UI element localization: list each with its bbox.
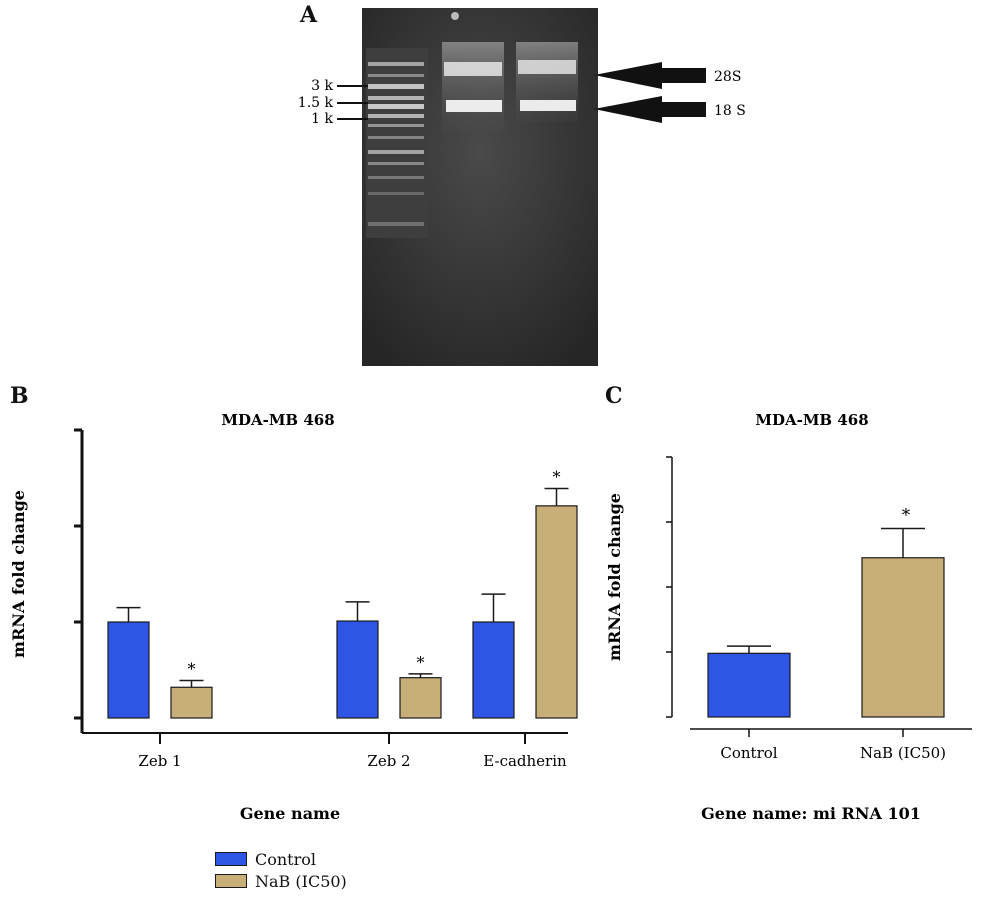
legend-label-nab: NaB (IC50) [255, 871, 347, 891]
ladder-label-1k: 1 k [311, 111, 333, 127]
gel-figure: 3 k 1.5 k 1 k 28S 18 S [298, 8, 746, 366]
arrow-18s [594, 96, 706, 123]
chart-b-title: MDA-MB 468 [221, 411, 334, 429]
chart-b: MDA-MB 468 mRNA fold change * Zeb 1 * Zeb 2 * E… [9, 411, 578, 823]
chart-b-bar [472, 621, 515, 719]
chart-c-bar [707, 652, 791, 718]
band-label-18s: 18 S [714, 103, 746, 119]
chart-b-bar [170, 686, 213, 719]
legend: Control NaB (IC50) [215, 848, 347, 892]
chart-c-title: MDA-MB 468 [755, 411, 868, 429]
chart-b-bar [107, 621, 150, 719]
chart-b-bar [336, 620, 379, 719]
chart-c-xlabel: Gene name: mi RNA 101 [701, 804, 921, 823]
legend-item-nab: NaB (IC50) [215, 870, 347, 892]
sample-lane-2 [516, 42, 578, 122]
sample-lane-1 [442, 42, 504, 132]
chart-c-significance-mark: * [902, 506, 911, 526]
chart-b-significance-mark: * [553, 468, 561, 487]
ladder-label-1-5k: 1.5 k [298, 95, 334, 111]
chart-c-bar [861, 557, 945, 718]
legend-item-control: Control [215, 848, 347, 870]
band-arrows: 28S 18 S [594, 62, 746, 123]
legend-label-control: Control [255, 849, 317, 869]
chart-c-ylabel: mRNA fold change [605, 493, 624, 661]
panel-label-a: A [300, 2, 318, 28]
ladder-markers: 3 k 1.5 k 1 k [298, 78, 368, 127]
chart-b-category-label: Zeb 1 [138, 752, 181, 770]
chart-b-category-label: Zeb 2 [367, 752, 410, 770]
chart-b-significance-mark: * [188, 660, 196, 679]
panel-label-c: C [605, 383, 623, 409]
chart-b-xlabel: Gene name [240, 804, 340, 823]
chart-c: MDA-MB 468 mRNA fold change Control * NaB (I… [605, 411, 972, 823]
panel-label-b: B [10, 383, 29, 409]
chart-b-category-label: E-cadherin [483, 752, 567, 770]
chart-b-significance-mark: * [417, 653, 425, 672]
chart-b-ylabel: mRNA fold change [9, 490, 28, 658]
chart-b-bar [399, 677, 442, 719]
ladder-label-3k: 3 k [311, 78, 333, 94]
chart-c-category-label: NaB (IC50) [860, 744, 946, 762]
ladder-lane [366, 48, 428, 238]
legend-swatch-control [215, 852, 247, 866]
band-label-28s: 28S [714, 69, 741, 85]
arrow-28s [594, 62, 706, 89]
legend-swatch-nab [215, 874, 247, 888]
chart-c-category-label: Control [720, 744, 777, 762]
chart-b-bar [535, 505, 578, 719]
